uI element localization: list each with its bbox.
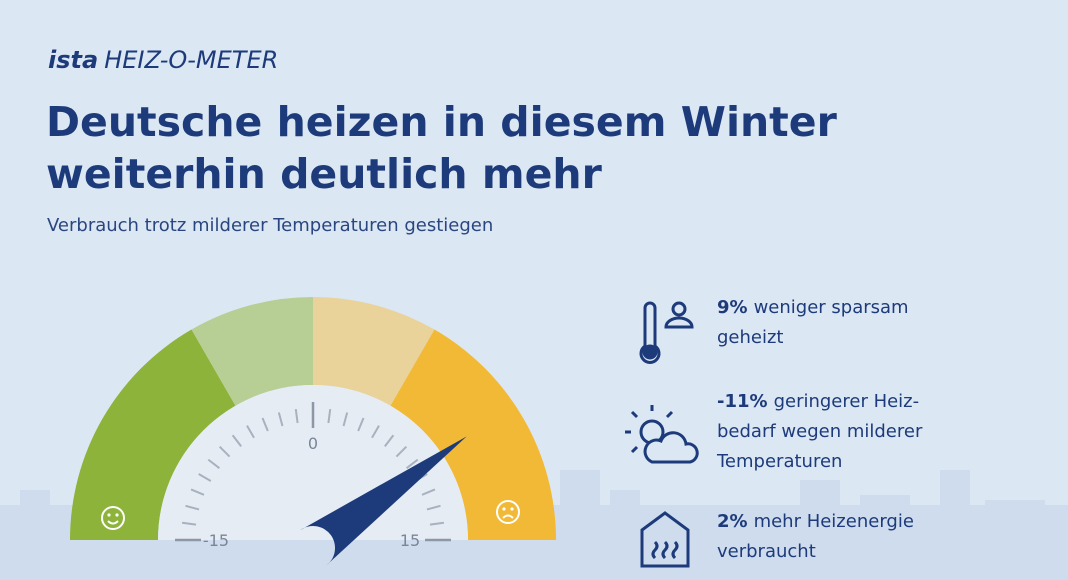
minor-tick [246, 425, 255, 439]
minor-tick [190, 488, 205, 496]
item-line: geheizt [717, 327, 784, 348]
minor-tick [218, 445, 231, 458]
item-line: bedarf wegen milderer [717, 421, 923, 442]
minor-tick [261, 417, 269, 432]
title-line: weiterhin deutlich mehr [46, 150, 603, 198]
item-highlight: 2% [717, 511, 748, 532]
minor-tick [429, 521, 445, 526]
minor-tick [421, 488, 436, 496]
item-highlight: -11% [717, 391, 768, 412]
minor-tick [384, 434, 395, 447]
gauge-band [191, 297, 313, 406]
thermometer-icon [639, 301, 694, 364]
tick-label: 15 [400, 531, 420, 550]
minor-tick [371, 425, 380, 439]
gauge: -15 0 15 [70, 297, 556, 566]
smiley [101, 506, 125, 530]
minor-tick [181, 521, 197, 526]
logo-product: HEIZ-O-METER [104, 46, 278, 74]
smiley-eye [107, 513, 111, 517]
smiley-eye [115, 513, 119, 517]
needle [300, 436, 467, 566]
tick-label: -15 [203, 531, 229, 550]
title-line: Deutsche heizen in diesem Winter [46, 98, 838, 146]
item-highlight: 9% [717, 297, 748, 318]
item-text: 9% weniger sparsam [717, 297, 909, 318]
tick-label: 0 [308, 434, 318, 453]
gauge-band [390, 329, 556, 540]
item-text: bedarf wegen milderer [717, 421, 923, 442]
minor-tick [357, 417, 365, 432]
item-line: geringerer Heiz- [774, 391, 920, 412]
item-text: Temperaturen [716, 451, 842, 472]
item-text: -11% geringerer Heiz- [717, 391, 919, 412]
gauge-band [313, 297, 435, 406]
logo: ista HEIZ-O-METER [48, 46, 278, 74]
minor-tick [277, 412, 284, 427]
minor-tick [198, 473, 212, 482]
item-line: Temperaturen [716, 451, 842, 472]
minor-tick [185, 504, 200, 511]
minor-tick [395, 445, 408, 458]
minor-tick [207, 458, 220, 469]
minor-tick [231, 434, 242, 447]
smiley-eye [510, 507, 514, 511]
smiley [496, 500, 520, 524]
item-list: 9% weniger sparsam geheizt -11% geringerer H… [625, 297, 923, 568]
smiley-eye [502, 507, 506, 511]
minor-tick [342, 412, 349, 427]
logo-brand: ista [48, 46, 98, 74]
minor-tick [406, 458, 419, 469]
subtitle: Verbrauch trotz milderer Temperaturen ge… [47, 215, 493, 236]
gauge-band [70, 329, 236, 540]
smiley-mouth [502, 514, 514, 519]
item-line: mehr Heizenergie [754, 511, 914, 532]
item-text: verbraucht [717, 541, 816, 562]
weather-icon [625, 405, 699, 464]
item-line: weniger sparsam [754, 297, 909, 318]
minor-tick [327, 408, 332, 424]
item-text: 2% mehr Heizenergie [717, 511, 914, 532]
item-text: geheizt [717, 327, 784, 348]
house-icon [640, 511, 690, 568]
smiley-mouth [107, 520, 119, 525]
item-line: verbraucht [717, 541, 816, 562]
minor-tick [426, 504, 441, 511]
minor-tick [294, 408, 299, 424]
